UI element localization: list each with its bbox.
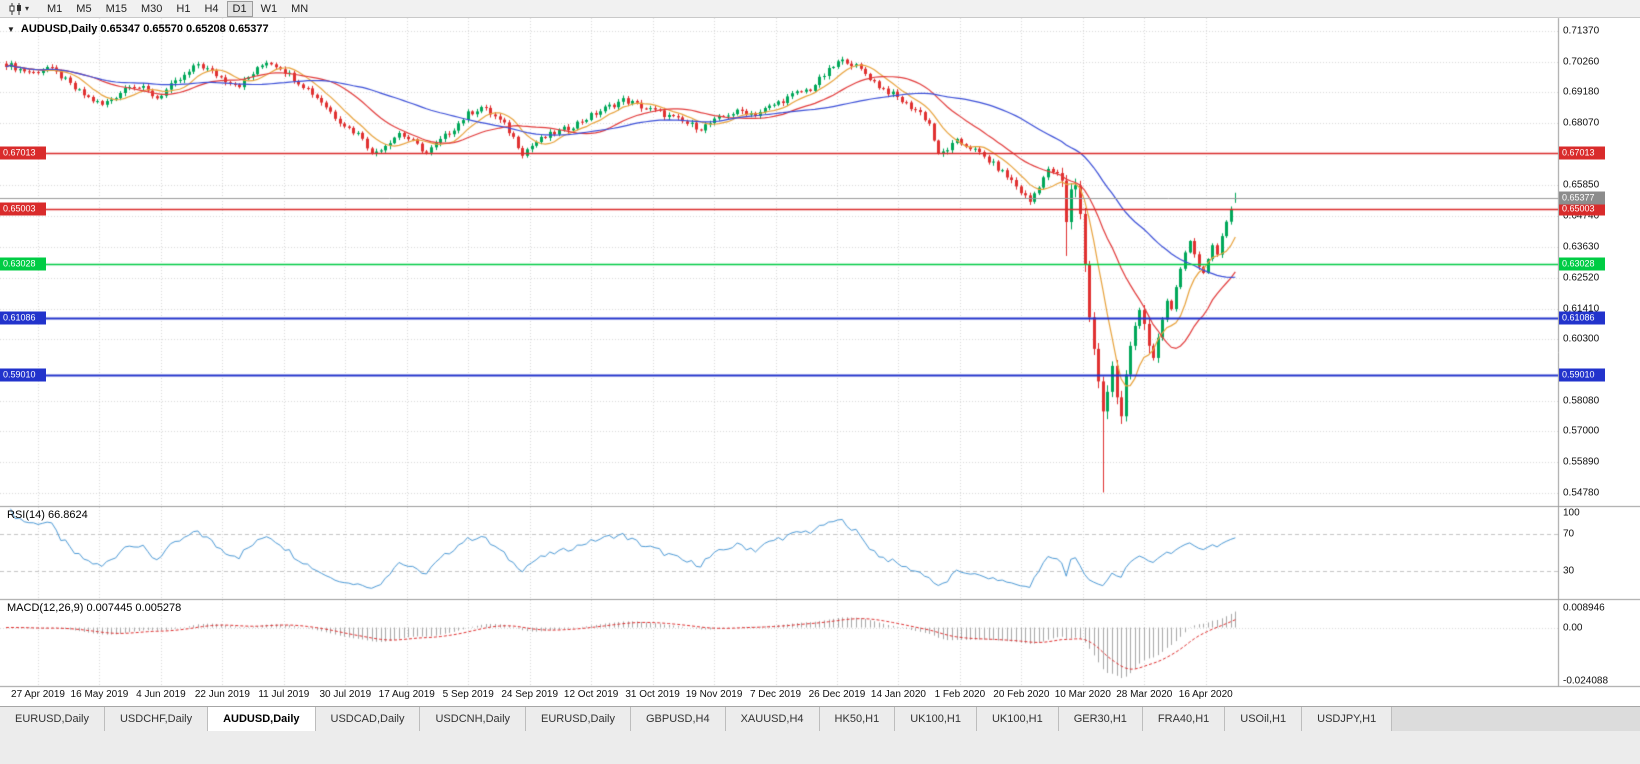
tab-hk50-h1[interactable]: HK50,H1	[819, 707, 896, 731]
price-line-tag-right: 0.67013	[1559, 146, 1605, 160]
price-line-tag-left: 0.63028	[0, 257, 46, 270]
x-axis-label: 27 Apr 2019	[11, 689, 65, 700]
timeframe-m1[interactable]: M1	[41, 1, 68, 17]
timeframe-mn[interactable]: MN	[285, 1, 314, 17]
chevron-down-icon: ▾	[25, 3, 30, 13]
y-axis-label: 0.55890	[1563, 456, 1600, 468]
y-axis-label: 0.54780	[1563, 487, 1600, 499]
x-axis-label: 30 Jul 2019	[319, 689, 372, 700]
x-axis-label: 11 Jul 2019	[258, 689, 310, 700]
y-axis-label: 0.65850	[1563, 179, 1600, 191]
price-line-tag-left: 0.65003	[0, 202, 46, 216]
y-axis-label: 0.71370	[1563, 25, 1600, 37]
y-axis-label: 0.62520	[1563, 272, 1600, 284]
x-axis-label: 16 May 2019	[70, 689, 129, 700]
chart-tabs: EURUSD,Daily USDCHF,Daily AUDUSD,Daily USDC…	[0, 706, 1640, 731]
price-line-tag-left: 0.61086	[0, 311, 46, 325]
x-axis-label: 12 Oct 2019	[563, 689, 619, 700]
tab-fra40-h1[interactable]: FRA40,H1	[1142, 707, 1226, 731]
x-axis-label: 28 Mar 2020	[1116, 689, 1173, 700]
timeframe-m30[interactable]: M30	[135, 1, 168, 17]
tab-eurusd-daily[interactable]: EURUSD,Daily	[0, 707, 105, 731]
candlestick-chart-icon	[9, 2, 23, 15]
x-axis-label: 19 Nov 2019	[685, 689, 743, 700]
tab-usoil-h1[interactable]: USOil,H1	[1225, 707, 1303, 731]
tab-eurusd-daily[interactable]: EURUSD,Daily	[526, 707, 631, 731]
x-axis-label: 22 Jun 2019	[194, 689, 250, 700]
timeframe-h1[interactable]: H1	[170, 1, 196, 17]
y-axis-label: 0.69180	[1563, 86, 1600, 98]
y-axis-label: 0.64740	[1563, 210, 1600, 222]
x-axis-label: 7 Dec 2019	[749, 689, 802, 700]
tab-usdcad-daily[interactable]: USDCAD,Daily	[315, 707, 421, 731]
y-axis-label: 0.58080	[1563, 395, 1600, 407]
window-bottom	[0, 731, 1640, 764]
tab-ger30-h1[interactable]: GER30,H1	[1058, 707, 1143, 731]
tab-uk100-h1[interactable]: UK100,H1	[895, 707, 977, 731]
rsi-axis-label: 70	[1563, 528, 1575, 540]
collapse-arrow-icon[interactable]: ▼	[7, 24, 15, 34]
macd-label: MACD(12,26,9) 0.007445 0.005278	[7, 602, 182, 614]
timeframe-d1[interactable]: D1	[226, 0, 253, 17]
macd-axis-label: -0.024088	[1563, 675, 1609, 687]
x-axis-label: 31 Oct 2019	[625, 689, 680, 700]
price-line-tag-left: 0.67013	[0, 146, 46, 160]
x-axis-label: 10 Mar 2020	[1054, 689, 1111, 700]
tab-uk100-h1[interactable]: UK100,H1	[976, 707, 1059, 731]
price-line-tag-right: 0.59010	[1559, 368, 1605, 382]
y-axis-label: 0.63630	[1563, 241, 1600, 253]
y-axis-label: 0.61410	[1563, 303, 1600, 315]
timeframe-m15[interactable]: M15	[100, 1, 133, 17]
chart-type-button[interactable]: ▾	[4, 1, 34, 17]
rsi-axis-label: 100	[1563, 507, 1580, 519]
y-axis-label: 0.60300	[1563, 333, 1600, 345]
tab-gbpusd-h4[interactable]: GBPUSD,H4	[631, 707, 726, 731]
symbol-ohlc-text: AUDUSD,Daily 0.65347 0.65570 0.65208 0.6…	[20, 23, 269, 35]
x-axis-label: 24 Sep 2019	[501, 689, 559, 700]
macd-axis-label: 0.00	[1563, 622, 1583, 634]
x-axis-label: 20 Feb 2020	[993, 689, 1050, 700]
x-axis-label: 4 Jun 2019	[136, 689, 186, 700]
x-axis-label: 17 Aug 2019	[378, 689, 435, 700]
current-price-tag: 0.65377	[1559, 191, 1605, 205]
y-axis-label: 0.57000	[1563, 425, 1600, 437]
price-line-tag-right: 0.65003	[1559, 202, 1605, 216]
x-axis-label: 1 Feb 2020	[934, 689, 986, 700]
price-line-tag-left: 0.59010	[0, 368, 46, 382]
tab-usdchf-daily[interactable]: USDCHF,Daily	[104, 707, 209, 731]
timeframe-buttons: M1 M5 M15 M30 H1 H4 D1 W1 MN	[40, 0, 315, 17]
y-axis-label: 0.70260	[1563, 56, 1600, 68]
timeframe-h4[interactable]: H4	[198, 1, 224, 17]
price-line-tag-right: 0.63028	[1559, 257, 1605, 270]
timeframe-m5[interactable]: M5	[70, 1, 97, 17]
tab-xauusd-h4[interactable]: XAUUSD,H4	[725, 707, 820, 731]
x-axis-label: 16 Apr 2020	[1178, 689, 1233, 700]
price-line-tag-right: 0.61086	[1559, 311, 1605, 325]
tab-usdcnh-daily[interactable]: USDCNH,Daily	[420, 707, 527, 731]
rsi-axis-label: 30	[1563, 565, 1575, 577]
macd-axis-label: 0.008946	[1563, 602, 1605, 614]
timeframe-toolbar: ▾ M1 M5 M15 M30 H1 H4 D1 W1 MN	[0, 0, 1640, 18]
x-axis-label: 14 Jan 2020	[870, 689, 926, 700]
x-axis-label: 26 Dec 2019	[808, 689, 866, 700]
tab-audusd-daily[interactable]: AUDUSD,Daily	[208, 707, 316, 731]
y-axis-label: 0.68070	[1563, 117, 1600, 129]
timeframe-w1[interactable]: W1	[255, 1, 284, 17]
tab-usdjpy-h1[interactable]: USDJPY,H1	[1302, 707, 1393, 731]
rsi-label: RSI(14) 66.8624	[7, 509, 88, 521]
symbol-info: ▼ AUDUSD,Daily 0.65347 0.65570 0.65208 0…	[7, 23, 269, 35]
x-axis-label: 5 Sep 2019	[442, 689, 494, 700]
